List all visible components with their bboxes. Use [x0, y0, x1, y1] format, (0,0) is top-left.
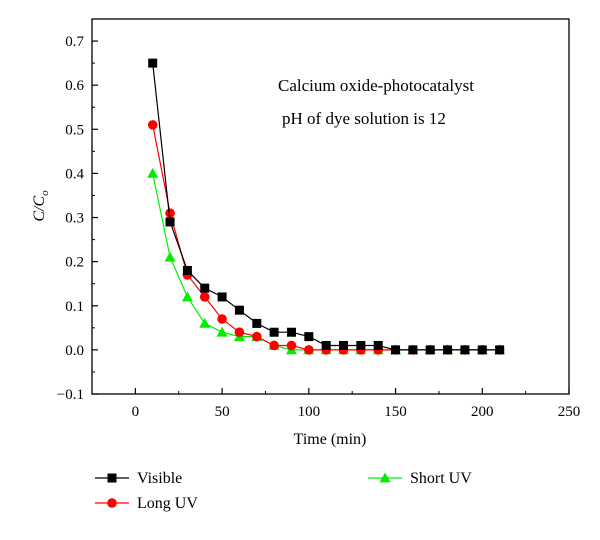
legend-marker	[107, 473, 117, 483]
y-tick-label: 0.1	[65, 299, 84, 315]
data-point	[234, 327, 245, 338]
x-tick-label: 150	[384, 404, 407, 420]
data-point	[443, 345, 453, 355]
legend-label: Short UV	[410, 470, 472, 487]
legend-item-short-uv: Short UV	[368, 470, 472, 487]
data-point	[495, 345, 505, 355]
series-line	[152, 63, 500, 351]
y-axis-title-main: C/C	[31, 196, 48, 222]
data-point	[251, 331, 262, 342]
data-point	[339, 340, 349, 350]
data-point	[356, 340, 366, 350]
data-point	[460, 345, 470, 355]
legend: Visible Long UV Short UV	[95, 470, 472, 512]
series-visible	[148, 58, 505, 355]
plot-frame	[91, 18, 570, 395]
data-point	[217, 292, 227, 302]
data-point	[147, 120, 158, 130]
data-point	[199, 317, 211, 328]
data-point	[182, 265, 192, 275]
x-tick-label: 100	[298, 404, 321, 420]
x-tick-label: 50	[215, 404, 230, 420]
data-point	[234, 305, 244, 315]
legend-item-long-uv: Long UV	[95, 495, 198, 512]
data-point	[165, 217, 175, 227]
series-short-uv	[147, 167, 506, 355]
x-axis: 0 50 100 150 200 250	[91, 388, 581, 420]
data-point	[408, 345, 418, 355]
y-axis-title-subscript: o	[39, 190, 51, 196]
data-point	[477, 345, 487, 355]
data-point	[321, 340, 331, 350]
data-point	[269, 340, 279, 351]
data-point	[304, 345, 314, 355]
data-point	[200, 283, 210, 293]
data-point	[217, 314, 227, 324]
y-tick-label: 0.5	[65, 122, 84, 138]
legend-label: Long UV	[137, 495, 198, 512]
data-point	[165, 208, 175, 218]
data-point	[147, 167, 159, 178]
series-long-uv	[147, 120, 505, 355]
annotation-line-2: pH of dye solution is 12	[282, 109, 446, 128]
data-point	[164, 251, 176, 262]
y-axis: −0.1 0.0 0.1 0.2 0.3 0.4 0.5 0.6 0.7	[57, 18, 98, 403]
data-point	[373, 340, 383, 350]
data-point	[181, 291, 193, 302]
x-tick-label: 0	[132, 404, 140, 420]
y-tick-label: 0.2	[65, 255, 84, 271]
legend-label: Visible	[137, 470, 182, 487]
data-point	[286, 340, 297, 351]
data-point	[252, 318, 262, 328]
series-line	[152, 124, 500, 351]
y-tick-label: 0.7	[65, 34, 84, 50]
legend-item-visible: Visible	[95, 470, 182, 487]
y-tick-label: 0.4	[65, 166, 84, 182]
x-tick-label: 250	[558, 404, 581, 420]
data-point	[148, 58, 158, 68]
data-point	[199, 292, 210, 302]
annotation-line-1: Calcium oxide-photocatalyst	[278, 76, 474, 95]
data-point	[216, 326, 228, 337]
legend-marker	[379, 472, 391, 483]
x-tick-label: 200	[471, 404, 494, 420]
y-tick-label: 0.6	[65, 78, 84, 94]
series-layer	[147, 58, 506, 355]
y-axis-title: C/Co	[31, 190, 51, 222]
y-tick-label: 0.3	[65, 211, 84, 227]
y-tick-label: 0.0	[65, 343, 84, 359]
data-point	[304, 332, 314, 342]
data-point	[391, 345, 401, 355]
legend-marker	[107, 498, 117, 508]
x-axis-title: Time (min)	[294, 431, 367, 448]
data-point	[286, 327, 296, 337]
data-point	[269, 327, 279, 337]
y-tick-label: −0.1	[57, 387, 84, 403]
data-point	[425, 345, 435, 355]
